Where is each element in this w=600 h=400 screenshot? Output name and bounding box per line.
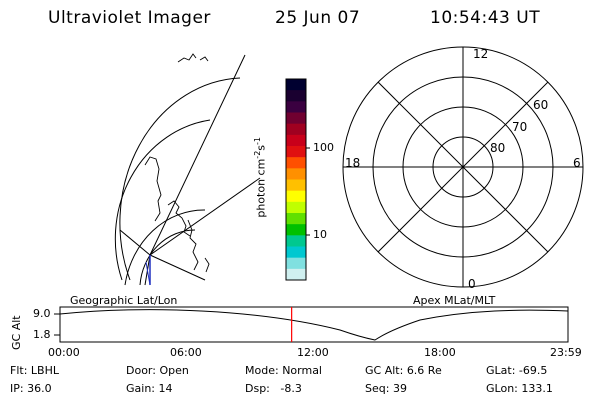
- filter-field: Flt: LBHL: [10, 364, 59, 377]
- colorbar-band: [286, 190, 306, 203]
- mlt-label-18: 18: [345, 156, 361, 170]
- polar-panel-label: Apex MLat/MLT: [413, 294, 496, 307]
- mlat-label-60: 60: [533, 98, 549, 112]
- glon-field: GLon: 133.1: [486, 382, 553, 395]
- colorbar-band: [286, 90, 306, 102]
- mlat-label-70: 70: [512, 120, 528, 134]
- colorbar-band: [286, 235, 306, 247]
- colorbar-band: [286, 213, 306, 225]
- gc-alt-field: GC Alt: 6.6 Re: [365, 364, 442, 377]
- altitude-xtick: 00:00: [48, 346, 80, 359]
- colorbar-band: [286, 246, 306, 259]
- glat-field: GLat: -69.5: [486, 364, 548, 377]
- mlt-label-6: 6: [573, 156, 581, 170]
- altitude-xtick: 23:59: [550, 346, 582, 359]
- colorbar-band: [286, 157, 306, 169]
- colorbar-band: [286, 79, 306, 91]
- mlt-label-0: 0: [468, 277, 476, 291]
- altitude-ytick-1-8: 1.8: [33, 328, 51, 341]
- colorbar-band: [286, 123, 306, 136]
- colorbar-band: [286, 134, 306, 147]
- altitude-xtick: 18:00: [424, 346, 456, 359]
- colorbar-band: [286, 268, 306, 281]
- date-label: 25 Jun 07: [275, 8, 361, 28]
- colorbar-band: [286, 112, 306, 125]
- mode-field: Mode: Normal: [245, 364, 322, 377]
- colorbar-band: [286, 101, 306, 113]
- gain-field: Gain: 14: [126, 382, 173, 395]
- colorbar-band: [286, 257, 306, 270]
- seq-field: Seq: 39: [365, 382, 407, 395]
- geo-panel-label: Geographic Lat/Lon: [70, 294, 178, 307]
- colorbar-band: [286, 179, 306, 192]
- time-label: 10:54:43 UT: [430, 8, 541, 28]
- colorbar-tick-10: 10: [313, 228, 327, 241]
- altitude-ytick-9: 9.0: [33, 307, 51, 320]
- ip-field: IP: 36.0: [10, 382, 52, 395]
- altitude-xtick: 12:00: [297, 346, 329, 359]
- colorbar-band: [286, 224, 306, 236]
- colorbar-band: [286, 168, 306, 180]
- colorbar-tick-100: 100: [313, 141, 334, 154]
- door-field: Door: Open: [126, 364, 189, 377]
- mlt-label-12: 12: [473, 47, 489, 61]
- altitude-xtick: 06:00: [170, 346, 202, 359]
- colorbar-band: [286, 201, 306, 214]
- altitude-ylabel: GC Alt: [10, 315, 23, 350]
- mlat-label-80: 80: [490, 141, 506, 155]
- dsp-field: Dsp: -8.3: [245, 382, 302, 395]
- colorbar-band: [286, 146, 306, 158]
- instrument-title: Ultraviolet Imager: [48, 8, 211, 28]
